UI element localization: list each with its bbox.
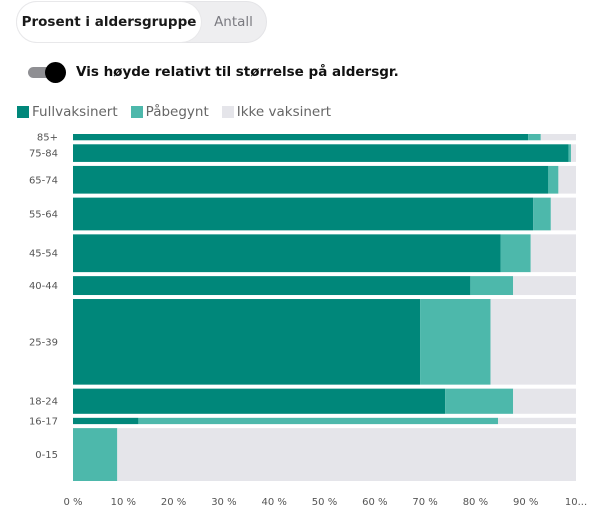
- bar-full-45-54[interactable]: [73, 234, 501, 273]
- relative-height-toggle[interactable]: [28, 62, 66, 83]
- legend-item-partial[interactable]: Påbegynt: [130, 104, 209, 120]
- bar-none-55-64[interactable]: [550, 197, 576, 231]
- toggle-knob: [45, 62, 66, 83]
- bar-none-0-15[interactable]: [117, 428, 576, 481]
- y-tick-label: 40-44: [29, 281, 58, 292]
- bar-partial-40-44[interactable]: [470, 276, 514, 296]
- bar-full-40-44[interactable]: [73, 276, 471, 296]
- bar-none-16-17[interactable]: [498, 417, 576, 425]
- bar-full-75-84[interactable]: [73, 144, 569, 162]
- y-tick-label: 25-39: [29, 337, 58, 348]
- legend-label-full: Fullvaksinert: [32, 104, 118, 120]
- x-tick-label: 40 %: [261, 497, 286, 508]
- y-tick-label: 75-84: [29, 149, 58, 160]
- y-tick-label: 85+: [37, 133, 58, 144]
- bar-full-16-17[interactable]: [73, 417, 139, 425]
- bar-none-75-84[interactable]: [570, 144, 576, 162]
- x-tick-label: 70 %: [412, 497, 437, 508]
- x-tick-label: 0 %: [63, 497, 82, 508]
- x-tick-label: 10...: [565, 497, 587, 508]
- legend-item-full[interactable]: Fullvaksinert: [17, 104, 118, 120]
- relative-height-toggle-row: Vis høyde relativt til størrelse på alde…: [28, 62, 399, 83]
- x-tick-label: 20 %: [161, 497, 186, 508]
- bar-partial-55-64[interactable]: [533, 197, 551, 231]
- view-tabs: Prosent i aldersgruppe Antall: [16, 1, 267, 43]
- bar-partial-18-24[interactable]: [445, 388, 514, 414]
- legend-swatch-partial: [130, 106, 143, 118]
- toggle-label: Vis høyde relativt til størrelse på alde…: [76, 64, 399, 80]
- bar-none-45-54[interactable]: [530, 234, 576, 273]
- bar-partial-85+[interactable]: [528, 134, 541, 141]
- y-tick-label: 16-17: [29, 416, 58, 427]
- bar-none-40-44[interactable]: [513, 276, 576, 296]
- legend-swatch-none: [221, 106, 234, 118]
- chart-legend: Fullvaksinert Påbegynt Ikke vaksinert: [17, 104, 344, 120]
- bar-partial-25-39[interactable]: [420, 299, 491, 385]
- bar-partial-45-54[interactable]: [500, 234, 531, 273]
- bar-none-85+[interactable]: [540, 134, 576, 141]
- y-tick-label: 65-74: [29, 175, 58, 186]
- bar-none-65-74[interactable]: [558, 165, 576, 194]
- legend-swatch-full: [17, 106, 29, 118]
- x-tick-label: 50 %: [312, 497, 337, 508]
- bar-full-65-74[interactable]: [73, 165, 549, 194]
- bar-partial-0-15[interactable]: [73, 428, 118, 481]
- bar-partial-65-74[interactable]: [548, 165, 559, 194]
- tab-count[interactable]: Antall: [214, 14, 253, 30]
- bar-full-55-64[interactable]: [73, 197, 534, 231]
- x-tick-label: 80 %: [463, 497, 488, 508]
- y-tick-label: 45-54: [29, 249, 58, 260]
- x-tick-label: 30 %: [211, 497, 236, 508]
- legend-label-none: Ikke vaksinert: [236, 104, 332, 120]
- bar-full-85+[interactable]: [73, 134, 529, 141]
- tab-percent[interactable]: Prosent i aldersgruppe: [17, 2, 201, 42]
- bar-partial-75-84[interactable]: [568, 144, 571, 162]
- bar-none-18-24[interactable]: [513, 388, 576, 414]
- legend-label-partial: Påbegynt: [145, 104, 209, 120]
- y-tick-label: 55-64: [29, 209, 58, 220]
- legend-item-none[interactable]: Ikke vaksinert: [221, 104, 332, 120]
- x-tick-label: 90 %: [513, 497, 538, 508]
- x-tick-label: 60 %: [362, 497, 387, 508]
- bar-full-25-39[interactable]: [73, 299, 421, 385]
- y-tick-label: 0-15: [35, 450, 58, 461]
- bar-full-18-24[interactable]: [73, 388, 446, 414]
- bar-none-25-39[interactable]: [490, 299, 576, 385]
- y-tick-label: 18-24: [29, 397, 58, 408]
- bar-partial-16-17[interactable]: [138, 417, 499, 425]
- x-tick-label: 10 %: [111, 497, 136, 508]
